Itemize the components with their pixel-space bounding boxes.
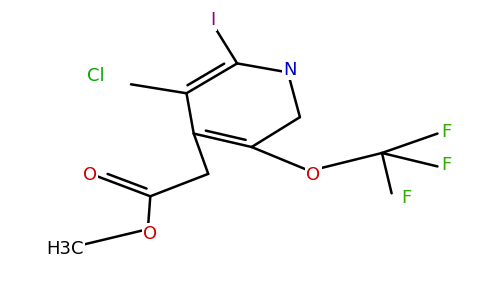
Text: O: O bbox=[143, 225, 157, 243]
Text: H3C: H3C bbox=[46, 239, 84, 257]
Text: N: N bbox=[284, 61, 297, 79]
Text: I: I bbox=[211, 11, 216, 29]
Text: F: F bbox=[441, 123, 451, 141]
Text: O: O bbox=[83, 167, 97, 184]
Text: O: O bbox=[306, 167, 320, 184]
Text: Cl: Cl bbox=[87, 67, 105, 85]
Text: F: F bbox=[401, 189, 411, 207]
Text: F: F bbox=[441, 156, 451, 174]
